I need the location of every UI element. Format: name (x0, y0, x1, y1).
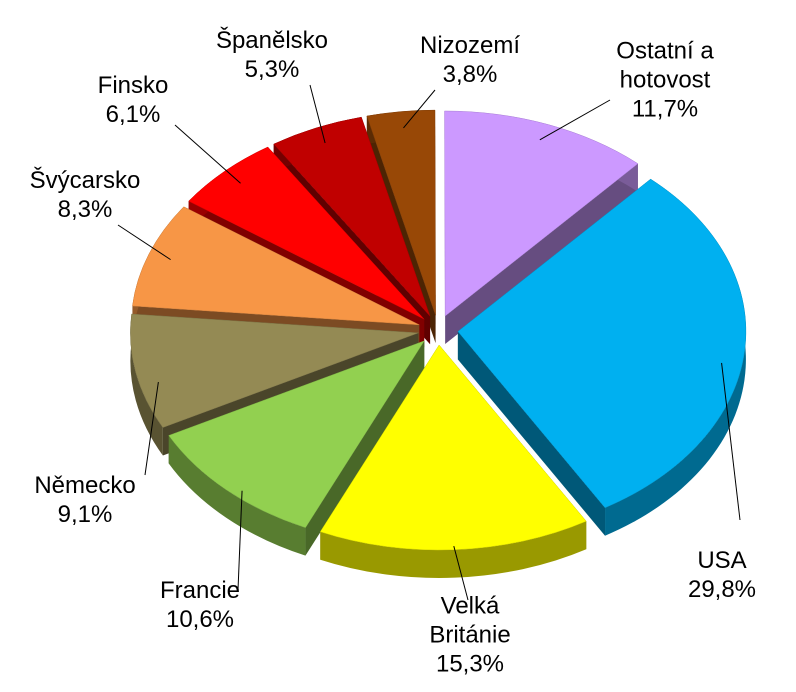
category-label: Nizozemí (419, 32, 521, 59)
category-label: Ostatní a hotovost (616, 37, 714, 94)
value-label: 10,6% (165, 606, 235, 633)
slice-side (168, 435, 306, 556)
slice (132, 206, 420, 326)
slice (188, 146, 425, 320)
category-label: Finsko (97, 72, 169, 99)
slice (457, 178, 747, 509)
value-label: 9,1% (57, 501, 113, 528)
value-label: 11,7% (631, 95, 699, 123)
slice-side (457, 331, 606, 536)
slice (130, 313, 419, 428)
leader-line (237, 490, 243, 591)
leader-line (174, 124, 241, 184)
slice-label: Ostatní a hotovost 11,7% (600, 37, 730, 124)
slice-side (445, 163, 638, 344)
category-label: Španělsko (215, 27, 329, 54)
slice (444, 110, 639, 317)
leader-lines (117, 84, 741, 601)
value-label: 29,8% (687, 576, 757, 603)
value-label: 15,3% (435, 650, 505, 678)
slice-label: Španělsko 5,3% (202, 26, 342, 84)
slice (168, 340, 425, 528)
slice-label: Finsko 6,1% (63, 71, 203, 129)
value-label: 5,3% (244, 56, 300, 83)
leader-line (144, 382, 159, 476)
slice-label: USA 29,8% (657, 546, 787, 604)
category-label: USA (697, 547, 747, 574)
slice-tops (130, 109, 747, 551)
category-label: Velká Británie (429, 592, 511, 649)
slice-side (130, 314, 163, 456)
value-label: 8,3% (57, 196, 113, 223)
leader-line (117, 224, 171, 261)
slice-label: Německo 9,1% (15, 471, 155, 529)
slice-label: Švýcarsko 8,3% (15, 166, 155, 224)
value-label: 3,8% (442, 61, 498, 88)
leader-line (721, 362, 741, 521)
category-label: Švýcarsko (29, 167, 141, 194)
leader-line (403, 89, 436, 129)
leader-line (539, 99, 611, 141)
slice-label: Francie 10,6% (130, 576, 270, 634)
leader-line (309, 84, 326, 144)
slice-side (320, 521, 587, 578)
value-label: 6,1% (105, 101, 161, 128)
category-label: Německo (34, 472, 136, 499)
slice-label: Nizozemí 3,8% (400, 31, 540, 89)
slice (273, 116, 431, 317)
slice (366, 109, 436, 316)
leader-line (453, 546, 469, 601)
slice-side (305, 340, 425, 556)
category-label: Francie (159, 577, 241, 604)
slice-side (605, 179, 746, 536)
slice-label: Velká Británie 15,3% (415, 592, 525, 679)
